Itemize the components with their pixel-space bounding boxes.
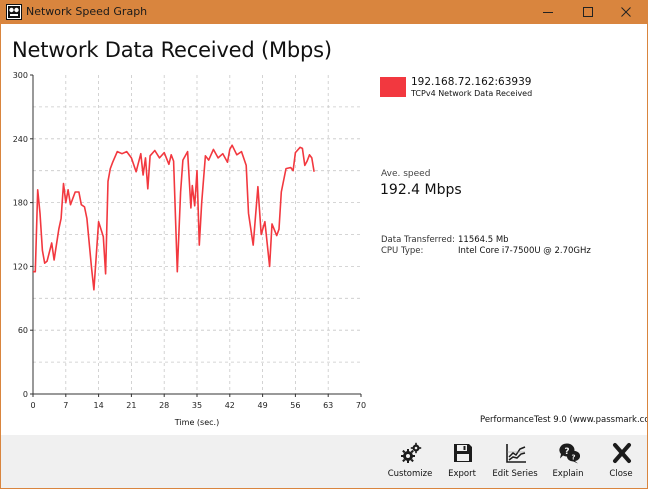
y-tick-label: 0 bbox=[23, 390, 28, 399]
legend-swatch bbox=[380, 77, 406, 97]
window-title: Network Speed Graph bbox=[26, 5, 148, 18]
x-tick-label: 70 bbox=[356, 401, 366, 410]
explain-label: Explain bbox=[552, 469, 584, 479]
edit-series-label: Edit Series bbox=[492, 469, 538, 479]
series-line bbox=[33, 144, 315, 291]
maximize-icon bbox=[583, 7, 593, 17]
gears-icon bbox=[401, 442, 422, 463]
close-button[interactable]: Close bbox=[593, 442, 648, 486]
svg-text:?: ? bbox=[571, 454, 575, 462]
bottom-toolbar bbox=[1, 435, 647, 488]
cpu-type-label: CPU Type: bbox=[381, 246, 424, 256]
y-tick-label: 60 bbox=[18, 326, 28, 335]
x-axis-label: Time (sec.) bbox=[174, 418, 219, 427]
x-tick-label: 7 bbox=[63, 401, 68, 410]
title-bar: Network Speed Graph bbox=[0, 0, 648, 24]
x-tick-label: 49 bbox=[258, 401, 268, 410]
data-transferred-value: 11564.5 Mb bbox=[458, 235, 509, 245]
legend-series-name: 192.168.72.162:63939 bbox=[411, 76, 532, 88]
export-button[interactable]: Export bbox=[434, 442, 490, 486]
chart-title: Network Data Received (Mbps) bbox=[12, 38, 332, 62]
cpu-type-value: Intel Core i7-7500U @ 2.70GHz bbox=[458, 246, 591, 256]
passmark-app-icon bbox=[6, 4, 22, 20]
y-tick-label: 180 bbox=[13, 199, 28, 208]
y-tick-label: 120 bbox=[13, 262, 28, 271]
legend-series-description: TCPv4 Network Data Received bbox=[411, 89, 533, 98]
svg-text:?: ? bbox=[564, 447, 569, 457]
x-tick-label: 63 bbox=[323, 401, 333, 410]
passmark-credit: PerformanceTest 9.0 (www.passmark.com) bbox=[480, 415, 648, 425]
explain-button[interactable]: ? ? Explain bbox=[540, 442, 596, 486]
data-transferred-label: Data Transferred: bbox=[381, 235, 455, 245]
floppy-disk-icon bbox=[454, 444, 472, 462]
minimize-button[interactable] bbox=[525, 0, 571, 24]
customize-button[interactable]: Customize bbox=[382, 442, 438, 486]
x-close-icon bbox=[613, 443, 631, 463]
average-speed-label: Ave. speed bbox=[381, 169, 431, 179]
x-tick-label: 56 bbox=[290, 401, 300, 410]
customize-label: Customize bbox=[387, 469, 433, 479]
line-chart-icon bbox=[506, 444, 526, 463]
close-icon bbox=[621, 7, 631, 17]
y-tick-label: 240 bbox=[13, 135, 28, 144]
edit-series-button[interactable]: Edit Series bbox=[487, 442, 543, 486]
x-tick-label: 14 bbox=[94, 401, 104, 410]
x-tick-label: 21 bbox=[126, 401, 136, 410]
window-close-button[interactable] bbox=[603, 0, 648, 24]
x-tick-label: 28 bbox=[159, 401, 169, 410]
close-label: Close bbox=[609, 469, 633, 479]
maximize-button[interactable] bbox=[565, 0, 611, 24]
y-tick-label: 300 bbox=[13, 71, 28, 80]
x-tick-label: 0 bbox=[30, 401, 35, 410]
question-bubble-icon: ? ? bbox=[559, 443, 580, 464]
x-tick-label: 42 bbox=[225, 401, 235, 410]
x-tick-label: 35 bbox=[192, 401, 202, 410]
export-label: Export bbox=[448, 469, 476, 479]
average-speed-value: 192.4 Mbps bbox=[380, 182, 462, 198]
minimize-icon bbox=[543, 12, 553, 13]
